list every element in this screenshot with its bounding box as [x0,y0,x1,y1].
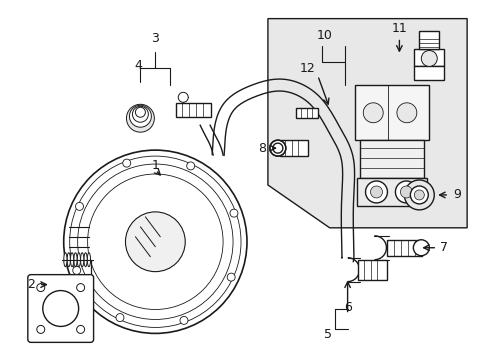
Ellipse shape [74,253,77,267]
Ellipse shape [81,253,83,267]
Text: 12: 12 [299,62,315,75]
Bar [354,85,428,140]
Circle shape [132,106,148,122]
Bar [357,260,386,280]
Text: 5: 5 [323,328,331,341]
Bar [386,240,422,256]
Circle shape [77,284,84,292]
Text: 11: 11 [391,22,407,35]
Circle shape [396,103,416,123]
Text: 7: 7 [439,241,447,254]
Circle shape [363,103,383,123]
Circle shape [122,159,130,167]
Text: 6: 6 [343,301,351,314]
Ellipse shape [70,253,74,267]
Circle shape [370,186,382,198]
Circle shape [125,212,185,272]
Ellipse shape [77,253,80,267]
Circle shape [404,180,433,210]
Text: 10: 10 [316,29,332,42]
Circle shape [42,291,79,327]
Polygon shape [267,19,466,228]
Circle shape [409,186,427,204]
Text: 1: 1 [151,158,159,172]
Circle shape [178,92,188,102]
Circle shape [365,181,386,203]
Circle shape [186,162,194,170]
Text: 4: 4 [134,59,142,72]
Bar [413,67,443,80]
Circle shape [269,140,285,156]
Bar [176,103,211,117]
Bar [295,108,317,118]
Bar [359,140,424,178]
Bar [419,31,438,49]
Circle shape [229,209,238,217]
Circle shape [412,240,428,256]
Text: 3: 3 [151,32,159,45]
Circle shape [135,107,145,117]
Circle shape [227,273,235,281]
Circle shape [73,266,81,274]
Text: 2: 2 [27,278,35,291]
Circle shape [75,202,83,210]
Bar [279,140,307,156]
Circle shape [77,325,84,333]
Bar [413,49,443,67]
Bar [356,178,427,206]
Circle shape [421,50,436,67]
Circle shape [126,104,154,132]
Circle shape [116,314,124,321]
Circle shape [413,190,424,200]
Circle shape [37,325,45,333]
Ellipse shape [87,253,90,267]
FancyBboxPatch shape [28,275,93,342]
Circle shape [395,181,416,203]
Circle shape [37,284,45,292]
Ellipse shape [84,253,87,267]
Circle shape [63,150,246,333]
Text: 8: 8 [257,141,265,155]
Text: 9: 9 [452,188,460,202]
Circle shape [129,105,151,127]
Circle shape [400,186,411,198]
Circle shape [180,316,187,324]
Ellipse shape [63,253,67,267]
Ellipse shape [67,253,70,267]
